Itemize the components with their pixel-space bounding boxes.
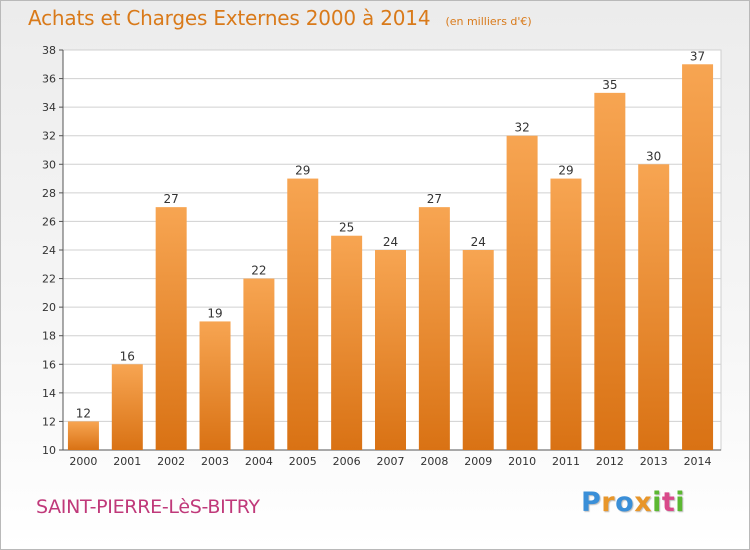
bar <box>331 235 363 450</box>
logo-letter: x <box>634 487 653 518</box>
title-row: Achats et Charges Externes 2000 à 2014 (… <box>28 6 532 30</box>
bar-value-label: 12 <box>76 406 91 420</box>
x-tick-label: 2009 <box>464 455 492 468</box>
x-tick-label: 2005 <box>289 455 317 468</box>
logo-letter: P <box>581 487 602 518</box>
logo-letter: o <box>615 487 635 518</box>
x-tick-label: 2002 <box>157 455 185 468</box>
bar-value-label: 24 <box>383 235 398 249</box>
town-name: SAINT-PIERRE-LèS-BITRY <box>36 496 260 518</box>
y-tick-label: 28 <box>42 187 56 200</box>
y-tick-label: 10 <box>42 444 56 457</box>
logo-letter: i <box>675 487 686 518</box>
bar-value-label: 25 <box>339 221 354 235</box>
bar-value-label: 37 <box>690 49 705 63</box>
x-tick-label: 2012 <box>596 455 624 468</box>
bar-value-label: 22 <box>251 264 266 278</box>
y-tick-label: 30 <box>42 158 56 171</box>
x-tick-label: 2004 <box>245 455 273 468</box>
bar-value-label: 27 <box>164 192 179 206</box>
bar <box>155 207 187 450</box>
bar-value-label: 24 <box>471 235 486 249</box>
y-tick-label: 20 <box>42 301 56 314</box>
bar <box>375 250 406 450</box>
y-tick-label: 22 <box>42 273 56 286</box>
x-tick-label: 2001 <box>113 455 141 468</box>
bar <box>67 421 99 450</box>
x-tick-label: 2006 <box>333 455 361 468</box>
y-tick-label: 24 <box>42 244 56 257</box>
logo-letter: r <box>601 487 616 518</box>
x-tick-label: 2000 <box>69 455 97 468</box>
chart-title: Achats et Charges Externes 2000 à 2014 <box>28 6 431 30</box>
bar <box>418 207 450 450</box>
y-tick-label: 12 <box>42 415 56 428</box>
y-tick-label: 26 <box>42 215 56 228</box>
y-tick-label: 34 <box>42 101 56 114</box>
bar <box>287 178 319 451</box>
bar <box>638 164 670 451</box>
bar-value-label: 19 <box>207 306 222 320</box>
x-tick-label: 2010 <box>508 455 536 468</box>
x-tick-label: 2008 <box>420 455 448 468</box>
y-tick-label: 36 <box>42 73 56 86</box>
bar-value-label: 30 <box>646 149 661 163</box>
bar-value-label: 29 <box>295 164 310 178</box>
x-tick-label: 2014 <box>684 455 712 468</box>
bar <box>550 178 582 451</box>
bar-value-label: 27 <box>427 192 442 206</box>
bar-value-label: 32 <box>514 121 529 135</box>
bar-value-label: 29 <box>558 164 573 178</box>
y-tick-label: 18 <box>42 330 56 343</box>
bar <box>594 92 626 450</box>
bar <box>462 250 494 450</box>
y-tick-label: 38 <box>42 44 56 57</box>
proxiti-logo: Proxiti <box>581 487 685 518</box>
x-tick-label: 2013 <box>640 455 668 468</box>
bar <box>243 278 275 450</box>
bar-value-label: 16 <box>120 349 135 363</box>
bar <box>682 64 714 451</box>
logo-letter: i <box>652 487 662 518</box>
y-tick-label: 14 <box>42 387 56 400</box>
bar <box>199 321 231 450</box>
y-tick-label: 32 <box>42 130 56 143</box>
logo-letter: t <box>661 487 676 518</box>
bar <box>506 135 538 450</box>
bar <box>111 364 143 450</box>
y-tick-label: 16 <box>42 358 56 371</box>
x-tick-label: 2011 <box>552 455 580 468</box>
x-tick-label: 2007 <box>377 455 405 468</box>
bar-value-label: 35 <box>602 78 617 92</box>
x-tick-label: 2003 <box>201 455 229 468</box>
chart-unit: (en milliers d'€) <box>445 15 532 28</box>
